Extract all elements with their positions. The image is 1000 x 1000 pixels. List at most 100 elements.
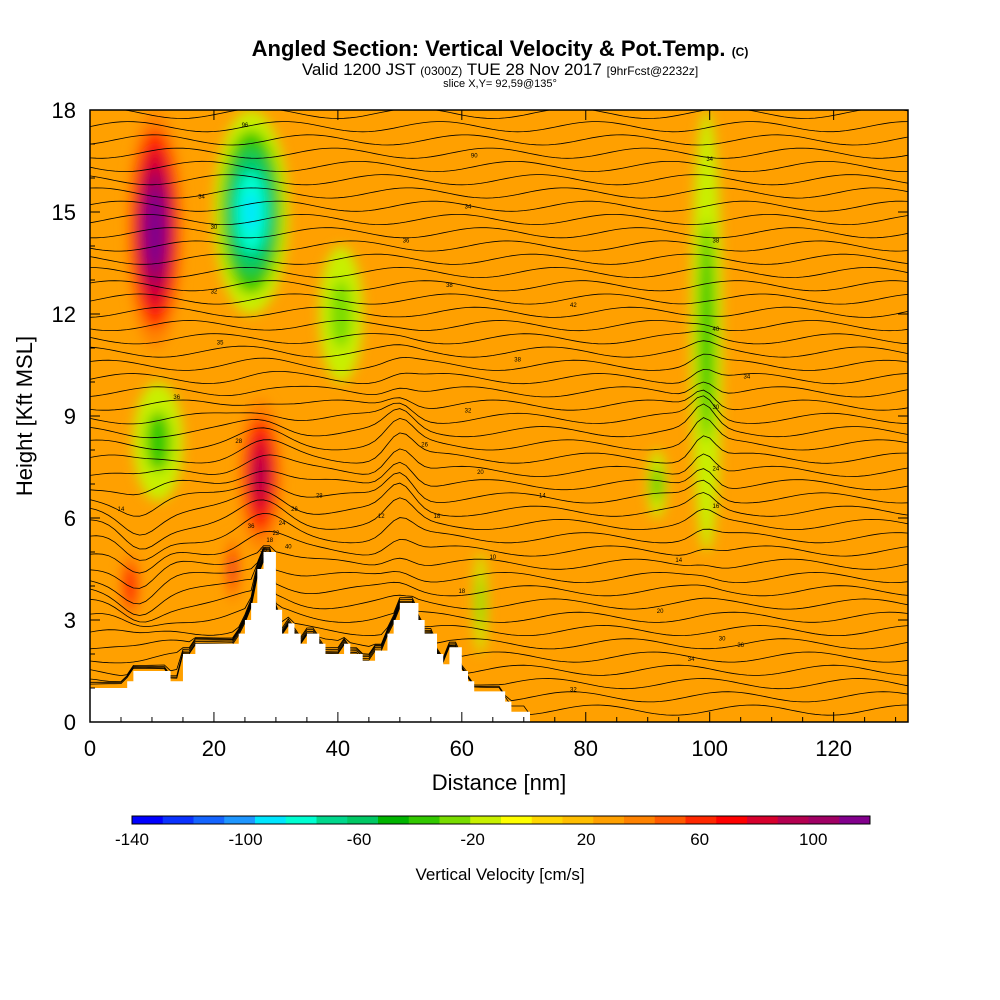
x-tick-label: 100 [691, 736, 728, 761]
x-tick-label: 60 [450, 736, 474, 761]
colorbar-swatch [316, 816, 348, 824]
colorbar-swatch [777, 816, 809, 824]
isentrope [90, 253, 908, 265]
terrain-mask [90, 552, 908, 722]
x-tick-label: 80 [574, 736, 598, 761]
colorbar-tick-label: 60 [690, 830, 709, 849]
isentrope [90, 448, 908, 477]
colorbar-swatch [531, 816, 563, 824]
colorbar-swatch [839, 816, 871, 824]
contour-label: 22 [273, 531, 280, 537]
chart-title: Angled Section: Vertical Velocity & Pot.… [251, 36, 749, 61]
isentrope [90, 147, 908, 159]
contour-label: 96 [242, 123, 249, 129]
colorbar-swatch [408, 816, 440, 824]
contour-label: 35 [217, 341, 224, 347]
colorbar-swatch [193, 816, 225, 824]
isentrope [90, 530, 908, 574]
isentrope [90, 461, 908, 496]
x-tick-label: 20 [202, 736, 226, 761]
contour-label: 42 [570, 303, 577, 309]
isentrope [90, 381, 908, 398]
isentrope [90, 552, 908, 637]
x-tick-label: 120 [815, 736, 852, 761]
field-features [120, 110, 723, 654]
downdraft-band [243, 191, 259, 233]
contour-label: 40 [713, 327, 720, 333]
colorbar-swatch [132, 816, 164, 824]
contour-label: 28 [316, 494, 323, 500]
colorbar-swatch [747, 816, 779, 824]
isentrope [90, 547, 908, 605]
y-tick-label: 9 [64, 404, 76, 429]
field-background [90, 110, 908, 722]
contour-label: 14 [118, 507, 125, 513]
isentrope [90, 403, 908, 439]
x-axis: 0 20 40 60 80 100 120 [84, 110, 897, 761]
contour-label: 38 [713, 239, 720, 245]
y-tick-label: 3 [64, 608, 76, 633]
y-tick-label: 15 [52, 200, 76, 225]
updraft-band [254, 456, 266, 495]
contour-label: 36 [403, 239, 410, 245]
contour-label: 34 [706, 157, 713, 163]
isentrope [90, 550, 908, 628]
colorbar-swatch [347, 816, 379, 824]
updraft-band [127, 574, 134, 598]
updraft-band [230, 557, 235, 581]
contour-label: 30 [260, 548, 267, 554]
isentrope [90, 280, 908, 292]
isentrope [90, 432, 908, 464]
x-axis-label: Distance [nm] [432, 770, 567, 795]
isentrope [90, 306, 908, 318]
contour-label: 32 [211, 290, 218, 296]
colorbar-swatch [162, 816, 194, 824]
isentrope [90, 330, 908, 345]
y-tick-label: 12 [52, 302, 76, 327]
contour-label: 24 [279, 521, 286, 527]
contour-label: 90 [471, 154, 478, 160]
colorbar-swatch [470, 816, 502, 824]
isentrope [90, 240, 908, 252]
isentrope [121, 110, 908, 119]
isentrope [90, 353, 908, 371]
x-tick-label: 0 [84, 736, 96, 761]
colorbar-tick-label: -60 [347, 830, 372, 849]
isentrope [90, 368, 908, 385]
contour-labels: 96 90 34 34 34 30 36 38 38 32 42 40 38 35 34 36 32 30 28 26… [118, 123, 751, 693]
isentrope [90, 174, 908, 186]
isentrope [90, 512, 908, 561]
isentrope [90, 549, 908, 623]
downdraft-band [698, 220, 715, 442]
chart-valid-time: Valid 1200 JST (0300Z) TUE 28 Nov 2017 [… [301, 60, 699, 79]
colorbar-swatch [224, 816, 256, 824]
isentrope [90, 558, 908, 690]
colorbar-swatch [501, 816, 533, 824]
downdraft-band [145, 411, 171, 472]
isentrope [90, 213, 908, 226]
contour-label: 36 [737, 643, 744, 649]
isentrope [90, 134, 908, 146]
isentrope [90, 556, 908, 664]
isentrope [90, 482, 908, 536]
y-axis-label: Height [Kft MSL] [12, 336, 37, 496]
contour-label: 20 [657, 609, 664, 615]
contour-label: 34 [198, 194, 205, 200]
contour-label: 28 [235, 439, 242, 445]
contour-label: 36 [248, 524, 255, 530]
colorbar-swatch [593, 816, 625, 824]
contour-label: 16 [713, 504, 720, 510]
contour-label: 24 [713, 466, 720, 472]
contour-label: 30 [719, 636, 726, 642]
isentrope [90, 389, 908, 411]
colorbar-swatch [285, 816, 317, 824]
contour-label: 26 [421, 443, 428, 449]
contour-label: 32 [465, 409, 472, 415]
contour-label: 14 [675, 558, 682, 564]
contour-label: 34 [744, 375, 751, 381]
isentrope [90, 395, 908, 425]
isentrope [90, 417, 908, 451]
colorbar-swatch [654, 816, 686, 824]
contour-label: 26 [291, 507, 298, 513]
